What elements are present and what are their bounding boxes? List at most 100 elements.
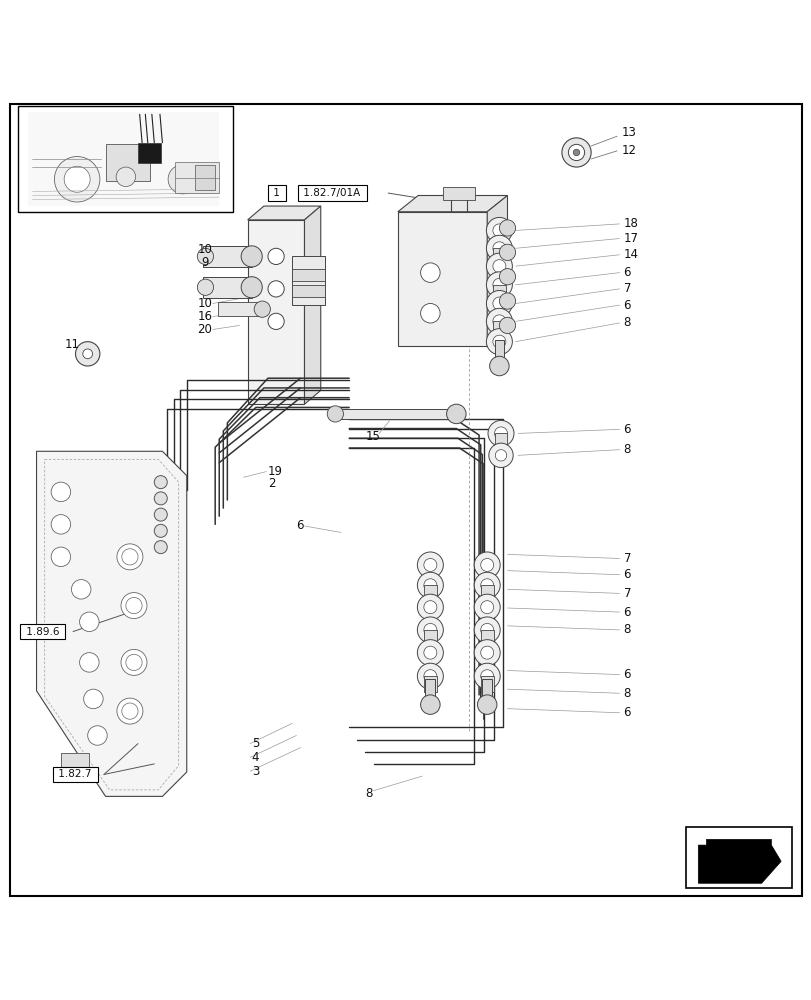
Circle shape [417,594,443,620]
Text: 6: 6 [623,606,630,619]
Text: 19: 19 [268,465,282,478]
Circle shape [79,612,99,632]
Circle shape [75,342,100,366]
Circle shape [568,144,584,161]
Bar [480,630,493,646]
Text: 6: 6 [623,668,630,681]
Text: 15: 15 [365,430,380,443]
Circle shape [474,663,500,689]
Text: 5: 5 [251,737,259,750]
Circle shape [474,594,500,620]
Circle shape [488,443,513,468]
Circle shape [474,617,500,643]
Circle shape [154,524,167,537]
Text: 10: 10 [197,243,212,256]
Bar [492,248,505,265]
Circle shape [126,654,142,671]
Circle shape [492,260,505,273]
Bar [61,753,89,776]
Circle shape [423,623,436,636]
Circle shape [480,670,493,683]
Text: 6: 6 [623,299,630,312]
Circle shape [168,165,197,194]
Circle shape [64,166,90,192]
Circle shape [486,308,512,334]
Bar [423,630,436,646]
Text: 9: 9 [201,256,208,269]
Circle shape [417,572,443,598]
Circle shape [423,601,436,614]
Bar [292,269,324,281]
Circle shape [84,689,103,709]
Text: 10: 10 [197,297,212,310]
Circle shape [492,315,505,328]
Text: 2: 2 [268,477,275,490]
Text: 8: 8 [623,687,630,700]
Circle shape [51,515,71,534]
Circle shape [499,317,515,334]
Circle shape [154,492,167,505]
Bar [18,106,233,212]
Circle shape [268,313,284,329]
Text: 8: 8 [365,787,372,800]
Circle shape [154,476,167,489]
Circle shape [492,335,505,348]
Text: 1.82.7: 1.82.7 [55,769,95,779]
Polygon shape [304,206,320,404]
Bar [292,256,324,305]
Circle shape [51,547,71,567]
Circle shape [88,726,107,745]
Text: 11: 11 [65,338,79,351]
Circle shape [417,663,443,689]
Circle shape [561,138,590,167]
Text: 8: 8 [623,443,630,456]
Circle shape [268,281,284,297]
Circle shape [71,580,91,599]
Bar [480,585,493,601]
Text: 8: 8 [623,623,630,636]
Circle shape [51,482,71,502]
Polygon shape [28,112,219,206]
Bar [685,827,791,888]
Bar [425,679,435,703]
Text: 16: 16 [197,310,212,323]
Polygon shape [397,212,487,346]
Circle shape [486,291,512,316]
Circle shape [499,293,515,309]
Text: 13: 13 [620,126,635,139]
Text: 20: 20 [197,323,212,336]
Circle shape [122,549,138,565]
Bar [423,585,436,601]
Text: 6: 6 [623,568,630,581]
Text: 4: 4 [251,751,259,764]
Circle shape [486,329,512,355]
Circle shape [423,558,436,571]
Polygon shape [247,220,304,404]
Circle shape [121,593,147,619]
Circle shape [499,269,515,285]
Circle shape [492,224,505,237]
Text: 18: 18 [623,217,637,230]
Circle shape [241,246,262,267]
Bar [195,165,215,190]
Text: 12: 12 [620,144,635,157]
Bar [494,340,504,360]
Text: 6: 6 [296,519,303,532]
Circle shape [420,695,440,714]
Text: 6: 6 [623,706,630,719]
Bar [494,433,507,453]
Circle shape [573,149,579,156]
Circle shape [492,278,505,291]
Circle shape [494,427,507,440]
Bar [292,285,324,297]
Text: 7: 7 [623,587,630,600]
Text: 1.82.7/01A: 1.82.7/01A [300,188,363,198]
Circle shape [83,349,92,359]
Bar [480,676,493,692]
Circle shape [480,579,493,592]
Circle shape [423,579,436,592]
Circle shape [423,670,436,683]
Circle shape [417,552,443,578]
Circle shape [154,541,167,554]
Bar [203,246,251,267]
